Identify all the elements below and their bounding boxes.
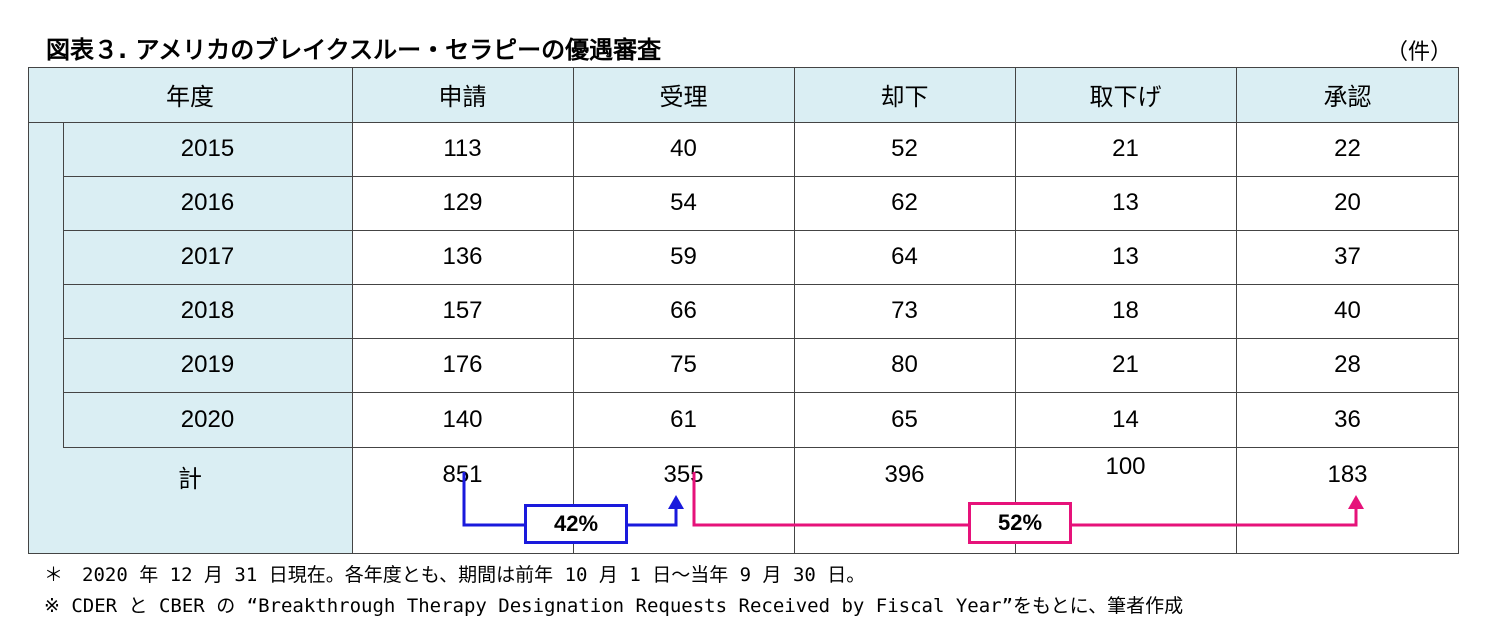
header-applications: 申請 [352,67,573,122]
value-cell: 75 [670,351,697,378]
header-year: 年度 [28,67,352,122]
value-cell: 129 [442,189,483,216]
value-cell: 21 [1112,135,1139,162]
value-cell: 13 [1112,243,1139,270]
header-withdrawn: 取下げ [1015,67,1236,122]
value-cell: 62 [891,189,918,216]
value-cell: 28 [1334,351,1361,378]
value-cell: 14 [1112,405,1139,433]
header-rejected: 却下 [794,67,1015,122]
year-cell: 2019 [63,338,352,392]
value-cell: 73 [891,297,918,324]
footnote-date: ＊ 2020 年 12 月 31 日現在。各年度とも、期間は前年 10 月 1 … [44,564,866,586]
value-cell: 176 [442,351,483,378]
year-cell: 2017 [63,230,352,284]
value-cell: 52 [891,135,918,162]
total-cell: 355 [663,460,704,488]
total-label: 計 [28,447,352,554]
total-cell: 396 [884,460,925,488]
approve-rate-box: 52% [968,502,1072,544]
value-cell: 59 [670,243,697,270]
value-cell: 13 [1112,189,1139,216]
value-cell: 66 [670,297,697,324]
year-cell: 2020 [63,392,352,447]
value-cell: 18 [1112,297,1139,324]
value-cell: 80 [891,351,918,378]
value-cell: 40 [670,135,697,162]
value-cell: 54 [670,189,697,216]
year-cell: 2018 [63,284,352,338]
unit-label: （件） [1386,40,1453,65]
value-cell: 40 [1334,297,1361,324]
value-cell: 36 [1334,405,1361,433]
value-cell: 65 [891,405,918,433]
total-cell: 100 [1105,453,1146,480]
value-cell: 20 [1334,189,1361,216]
year-indent-band [28,122,63,447]
total-cell: 851 [442,460,483,488]
header-accepted: 受理 [573,67,794,122]
value-cell: 140 [442,405,483,433]
year-cell: 2016 [63,176,352,230]
data-table: 年度 申請 受理 却下 取下げ 承認 2015 2016 2017 2018 2… [28,67,1459,554]
footnote-source: ※ CDER と CBER の “Breakthrough Therapy De… [44,595,1184,617]
total-cell: 183 [1327,460,1368,488]
year-cell: 2015 [63,122,352,176]
value-cell: 64 [891,243,918,270]
value-cell: 37 [1334,243,1361,270]
accept-rate-box: 42% [524,504,628,544]
header-approved: 承認 [1236,67,1459,122]
value-cell: 22 [1334,135,1361,162]
figure-title: 図表３. アメリカのブレイクスルー・セラピーの優遇審査 [46,36,662,64]
value-cell: 157 [442,297,483,324]
value-cell: 21 [1112,351,1139,378]
value-cell: 136 [442,243,483,270]
value-cell: 113 [443,135,482,162]
value-cell: 61 [670,405,697,433]
